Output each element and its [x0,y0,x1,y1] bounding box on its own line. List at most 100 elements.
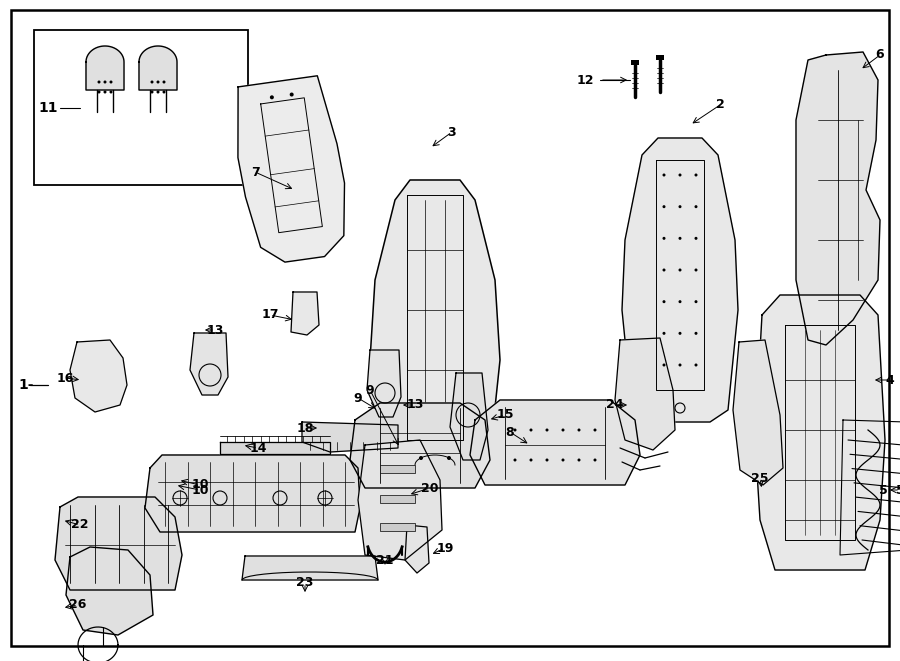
Circle shape [514,428,517,432]
Polygon shape [86,46,124,90]
Polygon shape [145,455,360,532]
Text: 16: 16 [57,371,74,385]
Text: 2: 2 [716,98,724,112]
Circle shape [662,205,665,208]
Circle shape [163,91,166,93]
Circle shape [545,428,548,432]
Circle shape [695,300,698,303]
Text: 9: 9 [365,383,374,397]
Text: 3: 3 [447,126,456,139]
Text: 14: 14 [249,442,266,455]
Polygon shape [367,350,401,417]
Circle shape [104,81,106,83]
Bar [380,523,415,531]
Text: 26: 26 [69,598,86,611]
Text: 1-: 1- [18,378,33,392]
Circle shape [695,237,698,240]
Polygon shape [302,422,398,452]
Text: 6: 6 [876,48,885,61]
Polygon shape [358,440,442,560]
Bar [631,60,639,65]
Circle shape [593,428,597,432]
Text: 9: 9 [354,391,363,405]
Circle shape [157,81,159,83]
Text: 19: 19 [436,541,454,555]
Polygon shape [70,340,127,412]
Circle shape [679,268,681,272]
Polygon shape [220,442,330,454]
Polygon shape [55,497,182,590]
Text: 8: 8 [506,426,514,438]
Text: 25: 25 [752,471,769,485]
Circle shape [97,91,101,93]
Polygon shape [370,180,500,468]
Circle shape [163,81,166,83]
Polygon shape [615,338,675,450]
Text: 5: 5 [896,483,900,496]
Bar [380,495,415,503]
Circle shape [290,93,293,97]
Text: 12: 12 [576,73,594,87]
Circle shape [679,237,681,240]
Text: 18: 18 [296,422,314,434]
Circle shape [578,459,581,461]
Circle shape [447,456,451,460]
Circle shape [110,81,112,83]
Text: 10: 10 [191,479,209,492]
Polygon shape [139,46,177,90]
Text: 17: 17 [261,309,279,321]
Circle shape [695,205,698,208]
Circle shape [529,428,533,432]
Text: 10: 10 [191,483,209,496]
Circle shape [157,91,159,93]
Polygon shape [796,52,880,345]
Circle shape [562,428,564,432]
Polygon shape [238,76,345,262]
Text: 24: 24 [607,399,624,412]
Bar [656,55,664,60]
Text: 11: 11 [38,101,58,115]
Polygon shape [405,525,429,573]
Circle shape [545,459,548,461]
Circle shape [150,81,154,83]
Circle shape [578,428,581,432]
Circle shape [110,91,112,93]
Bar [380,465,415,473]
Circle shape [529,459,533,461]
Text: 5: 5 [878,483,887,496]
Text: 21: 21 [376,553,394,566]
Circle shape [695,173,698,176]
Circle shape [679,364,681,366]
Circle shape [662,300,665,303]
Circle shape [679,300,681,303]
Text: 13: 13 [406,399,424,412]
Polygon shape [242,556,378,580]
Text: 22: 22 [71,518,89,531]
Circle shape [662,364,665,366]
Circle shape [662,173,665,176]
Circle shape [679,173,681,176]
Bar [34,30,248,185]
Polygon shape [190,333,228,395]
Polygon shape [755,295,885,570]
Circle shape [662,268,665,272]
Circle shape [270,95,274,99]
Circle shape [419,456,423,460]
Text: 15: 15 [496,408,514,422]
Circle shape [695,332,698,335]
Text: 4: 4 [886,373,895,387]
Circle shape [679,205,681,208]
Text: 23: 23 [296,576,314,590]
Text: 20: 20 [421,481,439,494]
Circle shape [150,91,154,93]
Text: 7: 7 [250,165,259,178]
Circle shape [514,459,517,461]
Circle shape [679,332,681,335]
Polygon shape [622,138,738,422]
Circle shape [695,364,698,366]
Polygon shape [733,340,783,485]
Circle shape [662,332,665,335]
Circle shape [593,459,597,461]
Polygon shape [66,547,153,635]
Polygon shape [291,292,319,335]
